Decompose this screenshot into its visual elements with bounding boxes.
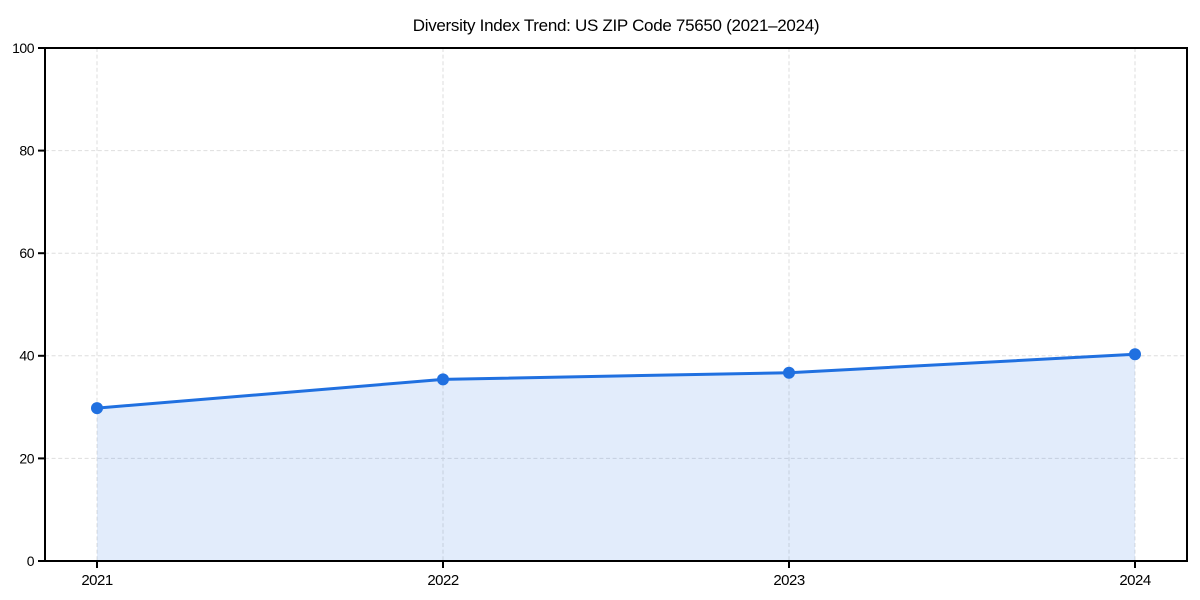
plot-border xyxy=(44,47,1188,562)
series-line xyxy=(95,352,1137,410)
y-tick-label-80: 80 xyxy=(19,143,34,159)
area-fill xyxy=(97,354,1135,561)
axes xyxy=(38,47,1188,568)
x-tick-label-2022: 2022 xyxy=(427,572,459,589)
x-tick-label-2024: 2024 xyxy=(1119,572,1151,589)
data-point-2023 xyxy=(783,366,795,379)
x-tick-label-2021: 2021 xyxy=(81,572,113,589)
data-point-2021 xyxy=(91,402,103,415)
y-tick-label-20: 20 xyxy=(19,450,34,466)
data-point-2024 xyxy=(1129,348,1141,361)
tick-labels: 2021 2022 2023 2024 0 20 40 60 80 100 xyxy=(12,40,1151,589)
y-tick-label-100: 100 xyxy=(12,40,35,56)
trend-line xyxy=(95,352,1137,410)
y-tick-label-40: 40 xyxy=(19,348,34,364)
x-tick-label-2023: 2023 xyxy=(773,572,805,589)
y-tick-label-60: 60 xyxy=(19,245,34,261)
series-area-fill xyxy=(97,354,1135,561)
y-tick-label-0: 0 xyxy=(27,553,35,569)
data-points xyxy=(91,348,1141,415)
chart-title: Diversity Index Trend: US ZIP Code 75650… xyxy=(413,16,820,35)
data-point-2022 xyxy=(437,373,449,386)
